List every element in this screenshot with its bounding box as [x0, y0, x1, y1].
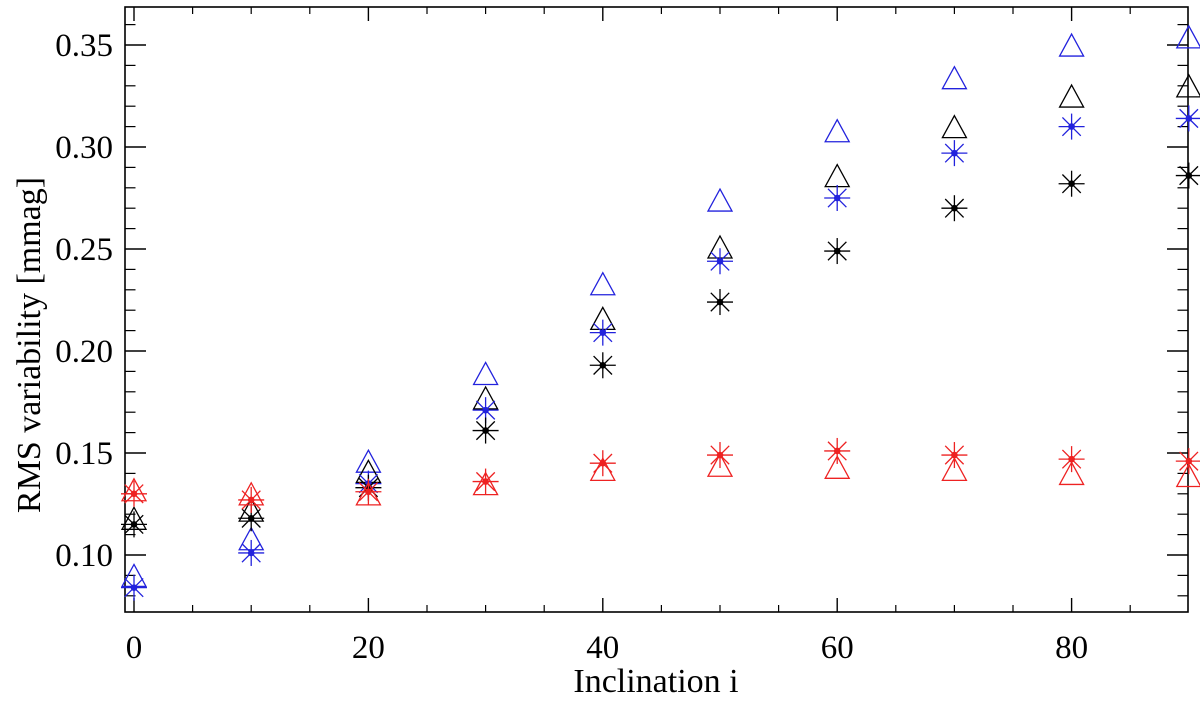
marker-triangle [472, 471, 499, 496]
asterisk-center-dot [365, 488, 372, 496]
marker-triangle [589, 457, 616, 482]
marker-asterisk [941, 140, 968, 167]
asterisk-center-dot [599, 361, 607, 369]
y-axis-title: RMS variability [mmag] [11, 176, 48, 514]
asterisk-center-dot [1185, 115, 1193, 122]
marker-asterisk [824, 238, 851, 265]
marker-asterisk [824, 437, 851, 464]
marker-triangle [824, 454, 851, 479]
x-tick-label: 0 [126, 630, 143, 666]
marker-triangle [120, 477, 148, 502]
series-red-asterisk [121, 437, 1200, 513]
marker-triangle [706, 452, 734, 477]
asterisk-center-dot [247, 549, 255, 557]
marker-triangle [941, 114, 968, 139]
y-tick-label: 0.25 [55, 232, 113, 268]
x-tick-label: 20 [352, 630, 385, 666]
marker-asterisk [1175, 448, 1200, 475]
marker-asterisk [707, 248, 733, 275]
marker-asterisk [589, 319, 616, 346]
asterisk-center-dot [482, 478, 489, 485]
asterisk-center-dot [833, 194, 841, 202]
x-tick-label: 40 [586, 630, 619, 666]
marker-asterisk [1175, 105, 1200, 132]
plot-frame [124, 6, 1189, 613]
marker-asterisk [589, 450, 616, 477]
marker-asterisk [941, 442, 968, 469]
y-tick-label: 0.30 [55, 130, 113, 166]
marker-asterisk [1058, 113, 1085, 140]
series-black-triangle [120, 73, 1200, 530]
asterisk-center-dot [833, 247, 841, 255]
asterisk-center-dot [716, 257, 724, 265]
marker-triangle [1175, 463, 1200, 488]
asterisk-center-dot [1185, 457, 1193, 465]
marker-asterisk [1058, 446, 1085, 473]
asterisk-center-dot [130, 521, 138, 528]
marker-asterisk [121, 480, 147, 507]
asterisk-center-dot [1185, 172, 1193, 179]
asterisk-center-dot [247, 496, 255, 504]
asterisk-center-dot [951, 451, 958, 459]
marker-asterisk [238, 505, 265, 532]
marker-triangle [941, 457, 968, 482]
asterisk-center-dot [1068, 180, 1075, 188]
y-tick-label: 0.20 [55, 334, 113, 370]
series-red-triangle [120, 452, 1200, 506]
marker-triangle [355, 481, 382, 506]
marker-asterisk [589, 352, 616, 379]
asterisk-center-dot [247, 514, 255, 522]
marker-triangle [941, 65, 968, 90]
marker-asterisk [941, 195, 968, 222]
asterisk-center-dot [951, 204, 958, 212]
marker-triangle [1175, 24, 1200, 49]
series-blue-triangle [120, 24, 1200, 588]
x-tick-label: 60 [821, 630, 854, 666]
asterisk-center-dot [1068, 455, 1075, 463]
marker-asterisk [824, 185, 851, 211]
y-tick-label: 0.10 [55, 538, 113, 574]
asterisk-center-dot [716, 298, 724, 306]
marker-triangle [1058, 461, 1085, 486]
marker-asterisk [1175, 162, 1200, 189]
marker-triangle [472, 361, 499, 386]
marker-triangle [1058, 32, 1085, 57]
marker-triangle [824, 118, 851, 143]
asterisk-center-dot [130, 584, 138, 591]
asterisk-center-dot [833, 447, 841, 455]
marker-triangle [238, 481, 265, 506]
marker-triangle [1175, 73, 1200, 98]
series-black-asterisk [121, 162, 1200, 538]
marker-triangle [824, 163, 851, 188]
y-tick-label: 0.35 [55, 28, 113, 64]
x-tick-label: 80 [1055, 630, 1088, 666]
asterisk-center-dot [482, 427, 489, 434]
marker-asterisk [121, 574, 147, 601]
series-blue-asterisk [121, 105, 1200, 601]
asterisk-center-dot [482, 406, 489, 414]
x-axis-title: Inclination i [573, 663, 739, 700]
asterisk-center-dot [1068, 123, 1075, 130]
marker-asterisk [238, 539, 265, 566]
marker-asterisk [707, 289, 733, 316]
marker-asterisk [472, 468, 499, 495]
asterisk-center-dot [951, 149, 958, 157]
y-tick-label: 0.15 [55, 436, 113, 472]
marker-triangle [706, 187, 734, 212]
marker-asterisk [472, 397, 499, 424]
marker-asterisk [1058, 170, 1085, 197]
marker-asterisk [472, 417, 499, 444]
marker-triangle [589, 271, 616, 296]
asterisk-center-dot [130, 490, 138, 498]
marker-triangle [1058, 83, 1085, 108]
marker-asterisk [121, 511, 147, 538]
asterisk-center-dot [599, 329, 607, 336]
